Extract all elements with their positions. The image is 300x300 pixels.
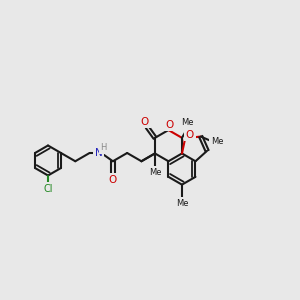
Text: Cl: Cl	[43, 184, 53, 194]
Text: Me: Me	[176, 199, 188, 208]
Text: O: O	[109, 175, 117, 185]
Text: Me: Me	[211, 137, 223, 146]
Text: O: O	[186, 130, 194, 140]
Text: O: O	[141, 117, 149, 127]
Text: O: O	[166, 120, 174, 130]
Text: Me: Me	[149, 168, 161, 177]
Text: H: H	[100, 143, 107, 152]
Text: N: N	[95, 148, 102, 158]
Text: Me: Me	[182, 118, 194, 127]
